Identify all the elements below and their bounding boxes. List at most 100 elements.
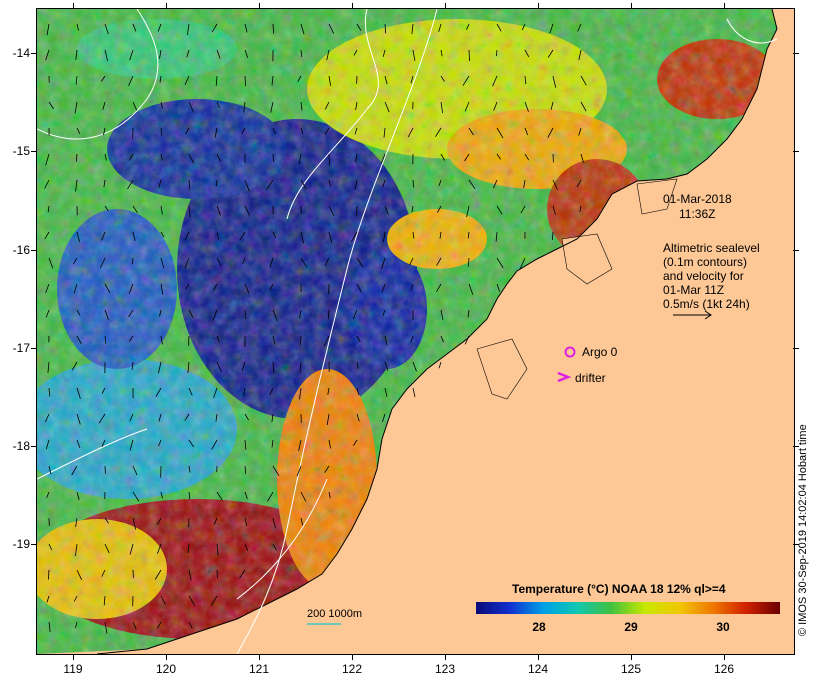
- velocity-arrow: [131, 257, 134, 265]
- velocity-arrow: [185, 283, 190, 290]
- velocity-arrow: [496, 127, 504, 139]
- velocity-arrow: [296, 465, 302, 477]
- colorbar-tick: 28: [532, 620, 546, 634]
- velocity-arrow: [160, 205, 163, 215]
- axis-tick: [793, 151, 799, 152]
- velocity-arrow: [547, 49, 554, 58]
- velocity-arrow: [356, 387, 360, 395]
- velocity-arrow: [160, 127, 163, 136]
- velocity-arrow: [216, 205, 221, 216]
- velocity-arrow: [75, 543, 78, 556]
- velocity-arrow: [496, 257, 504, 269]
- velocity-arrow: [299, 361, 302, 373]
- velocity-arrow: [356, 23, 362, 31]
- axis-tick: [445, 654, 446, 660]
- lon-label: 119: [63, 662, 83, 676]
- velocity-arrow: [328, 439, 331, 449]
- map-canvas: [37, 9, 778, 654]
- velocity-arrow: [188, 309, 194, 318]
- sst-map[interactable]: 01-Mar-2018 11:36Z Altimetric sealevel (…: [36, 8, 795, 655]
- velocity-arrow: [437, 205, 442, 213]
- velocity-arrow: [76, 127, 81, 134]
- velocity-arrow: [213, 387, 218, 399]
- velocity-arrow: [578, 49, 582, 60]
- velocity-arrow: [216, 231, 220, 240]
- velocity-arrow: [493, 101, 498, 111]
- velocity-arrow: [496, 49, 498, 57]
- velocity-arrow: [75, 621, 78, 628]
- velocity-arrow: [71, 361, 78, 371]
- velocity-arrow: [327, 387, 330, 395]
- velocity-arrow: [244, 517, 248, 527]
- velocity-arrow: [160, 595, 167, 606]
- velocity-arrow: [186, 49, 190, 58]
- velocity-arrow: [298, 153, 302, 165]
- axis-tick: [166, 3, 167, 9]
- velocity-arrow: [158, 439, 162, 447]
- velocity-arrow: [356, 335, 361, 343]
- velocity-arrow: [354, 179, 358, 190]
- velocity-arrow: [552, 75, 557, 88]
- velocity-arrow: [272, 465, 280, 477]
- velocity-arrow: [300, 491, 307, 502]
- velocity-arrow: [160, 283, 164, 295]
- velocity-arrow: [383, 231, 386, 243]
- velocity-arrow: [48, 569, 50, 580]
- argo-label: Argo 0: [582, 345, 618, 359]
- axis-tick: [352, 654, 353, 660]
- axis-tick: [445, 3, 446, 9]
- velocity-arrow: [269, 257, 274, 268]
- velocity-arrow: [436, 257, 442, 266]
- velocity-arrow: [411, 205, 414, 213]
- velocity-arrow: [412, 49, 416, 61]
- velocity-arrow: [493, 179, 498, 189]
- velocity-arrow: [158, 361, 162, 374]
- velocity-arrow: [73, 595, 78, 602]
- velocity-arrow: [328, 179, 331, 187]
- velocity-arrow: [468, 49, 470, 62]
- velocity-arrow: [188, 595, 196, 606]
- velocity-arrow: [76, 413, 81, 425]
- velocity-arrow: [271, 413, 274, 423]
- velocity-arrow: [187, 543, 190, 554]
- velocity-arrow: [216, 257, 222, 267]
- velocity-arrow: [128, 283, 134, 294]
- axis-tick: [793, 544, 799, 545]
- velocity-arrow: [384, 75, 388, 85]
- velocity-arrow: [132, 23, 137, 32]
- velocity-arrow: [244, 439, 247, 450]
- velocity-arrow: [44, 231, 50, 240]
- velocity-arrow: [76, 23, 79, 31]
- velocity-arrow: [323, 335, 330, 347]
- velocity-arrow: [188, 387, 193, 396]
- velocity-arrow: [524, 127, 529, 136]
- velocity-arrow: [47, 205, 50, 213]
- velocity-arrow: [129, 413, 134, 422]
- velocity-arrow: [324, 465, 330, 473]
- velocity-arrow: [216, 49, 221, 59]
- velocity-arrow: [466, 23, 470, 30]
- velocity-arrow: [382, 49, 386, 57]
- velocity-arrow: [552, 179, 558, 190]
- velocity-arrow: [411, 23, 414, 34]
- velocity-arrow: [381, 283, 386, 293]
- velocity-arrow: [300, 127, 304, 135]
- axis-tick: [31, 446, 37, 447]
- axis-tick: [31, 544, 37, 545]
- velocity-arrow: [160, 153, 163, 161]
- velocity-arrow: [188, 465, 191, 473]
- velocity-arrow: [104, 335, 107, 344]
- velocity-arrow: [244, 283, 250, 294]
- velocity-arrow: [272, 231, 277, 239]
- axis-tick: [73, 654, 74, 660]
- velocity-arrow: [48, 101, 54, 110]
- velocity-arrow: [46, 491, 50, 499]
- velocity-arrow: [48, 543, 53, 551]
- velocity-arrow: [524, 153, 530, 161]
- velocity-arrow: [210, 595, 218, 606]
- velocity-arrow: [188, 439, 195, 448]
- velocity-arrow: [272, 361, 275, 373]
- velocity-arrow: [580, 153, 584, 163]
- velocity-arrow: [412, 361, 417, 372]
- velocity-arrow: [269, 283, 274, 291]
